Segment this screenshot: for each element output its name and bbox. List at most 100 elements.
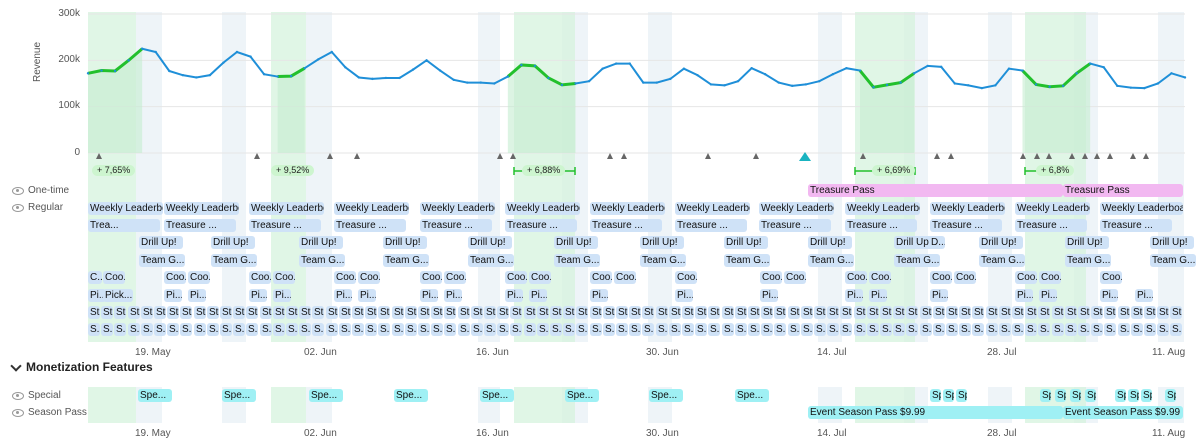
event-bar[interactable]: S... <box>88 323 100 336</box>
data-point[interactable] <box>411 68 415 71</box>
data-point[interactable] <box>669 77 672 81</box>
data-point[interactable] <box>885 83 889 87</box>
event-bar[interactable]: S... <box>233 323 245 336</box>
data-point[interactable] <box>452 78 455 81</box>
data-point[interactable] <box>912 72 916 75</box>
event-bar[interactable]: S... <box>352 323 364 336</box>
uplift-badge[interactable]: + 6,8% <box>1036 165 1075 176</box>
event-bar[interactable]: Treasure ... <box>505 219 577 232</box>
event-bar[interactable]: St <box>326 306 338 319</box>
event-bar[interactable]: Team G... <box>211 254 257 267</box>
data-point[interactable] <box>303 67 306 70</box>
marker-triangle-icon[interactable] <box>510 153 516 159</box>
event-bar[interactable]: D... <box>929 236 945 249</box>
data-point[interactable] <box>1034 83 1038 86</box>
data-point[interactable] <box>642 81 645 84</box>
event-bar[interactable]: Weekly Leaderboard <box>334 202 409 215</box>
event-bar[interactable]: St <box>418 306 430 319</box>
event-bar[interactable]: Coo... <box>334 271 356 284</box>
event-bar[interactable]: St <box>854 306 866 319</box>
event-bar[interactable]: Spe... <box>956 389 967 402</box>
event-bar[interactable]: Drill Up! <box>894 236 938 249</box>
event-bar[interactable]: S... <box>563 323 575 336</box>
event-bar[interactable]: S... <box>603 323 615 336</box>
data-point[interactable] <box>154 50 157 54</box>
event-bar[interactable]: Pi... <box>188 289 206 302</box>
event-bar[interactable]: Drill Up! <box>724 236 768 249</box>
event-bar[interactable]: St <box>537 306 549 319</box>
row-label-special[interactable]: Special <box>12 390 61 401</box>
event-bar[interactable]: Coo... <box>590 271 612 284</box>
event-bar[interactable]: St <box>840 306 852 319</box>
marker-triangle-icon[interactable] <box>705 153 711 159</box>
event-bar[interactable]: St <box>180 306 192 319</box>
event-bar[interactable]: S... <box>1025 323 1037 336</box>
event-bar[interactable]: Spe... <box>394 389 428 402</box>
event-bar[interactable]: St <box>656 306 668 319</box>
event-bar[interactable]: St <box>405 306 417 319</box>
event-bar[interactable]: Weekly Leaderboard <box>164 202 239 215</box>
data-point[interactable] <box>262 73 266 76</box>
event-bar[interactable]: Weekly Leaderboard <box>1100 202 1183 215</box>
event-bar[interactable]: Treasure ... <box>1100 219 1172 232</box>
event-bar[interactable]: Pi... <box>444 289 462 302</box>
data-point[interactable] <box>317 58 320 61</box>
data-point[interactable] <box>994 84 997 87</box>
event-bar[interactable]: S... <box>854 323 866 336</box>
event-bar[interactable]: St <box>827 306 839 319</box>
event-bar[interactable]: Weekly Leaderboard <box>590 202 665 215</box>
event-bar[interactable]: St <box>246 306 258 319</box>
data-point[interactable] <box>940 65 943 69</box>
event-bar[interactable]: Team G... <box>1150 254 1196 267</box>
event-bar[interactable]: S... <box>933 323 945 336</box>
uplift-badge[interactable]: + 7,65% <box>92 165 136 176</box>
data-point[interactable] <box>1170 72 1173 75</box>
event-bar[interactable]: S... <box>616 323 628 336</box>
event-bar[interactable]: S... <box>920 323 932 336</box>
data-point[interactable] <box>371 77 374 81</box>
event-bar[interactable]: Pi... <box>845 289 863 302</box>
data-point[interactable] <box>1075 72 1078 75</box>
data-point[interactable] <box>750 67 753 70</box>
event-bar[interactable]: S... <box>207 323 219 336</box>
event-bar[interactable]: Pi... <box>1015 289 1033 302</box>
event-bar[interactable]: Drill Up! <box>299 236 343 249</box>
event-bar[interactable]: S... <box>642 323 654 336</box>
event-bar[interactable]: St <box>774 306 786 319</box>
event-bar[interactable]: Coo... <box>358 271 380 284</box>
marker-triangle-icon[interactable] <box>1143 153 1149 159</box>
event-bar[interactable]: S... <box>114 323 126 336</box>
data-point[interactable] <box>777 81 780 84</box>
event-bar[interactable]: St <box>735 306 747 319</box>
event-bar[interactable]: Pi... <box>505 289 523 302</box>
event-bar[interactable]: Coo... <box>529 271 551 284</box>
event-bar[interactable]: S... <box>1118 323 1130 336</box>
marker-triangle-icon[interactable] <box>607 153 613 159</box>
event-bar[interactable]: S... <box>801 323 813 336</box>
event-bar[interactable]: Team G... <box>640 254 686 267</box>
event-bar[interactable]: S... <box>708 323 720 336</box>
event-bar[interactable]: St <box>906 306 918 319</box>
event-bar[interactable]: St <box>114 306 126 319</box>
event-bar[interactable]: Treasure ... <box>1015 219 1087 232</box>
event-bar[interactable]: St <box>365 306 377 319</box>
event-bar[interactable]: Weekly Leaderboard <box>420 202 495 215</box>
data-point[interactable] <box>1061 84 1065 88</box>
data-point[interactable] <box>168 69 171 73</box>
marker-triangle-icon[interactable] <box>1034 153 1040 159</box>
data-point[interactable] <box>1007 67 1011 70</box>
event-bar[interactable]: Coo... <box>273 271 295 284</box>
event-bar[interactable]: Spe... <box>1070 389 1081 402</box>
data-point[interactable] <box>980 86 984 90</box>
event-bar[interactable]: St <box>708 306 720 319</box>
event-bar[interactable]: St <box>1078 306 1090 319</box>
event-bar[interactable]: S... <box>814 323 826 336</box>
data-point[interactable] <box>208 73 212 77</box>
event-bar[interactable]: Event Season Pass $9.99 <box>1063 406 1183 419</box>
event-bar[interactable]: Spe... <box>1055 389 1066 402</box>
event-bar[interactable]: Coo... <box>784 271 806 284</box>
event-bar[interactable]: St <box>880 306 892 319</box>
data-point[interactable] <box>479 81 482 84</box>
event-bar[interactable]: S... <box>986 323 998 336</box>
data-point[interactable] <box>398 76 401 80</box>
